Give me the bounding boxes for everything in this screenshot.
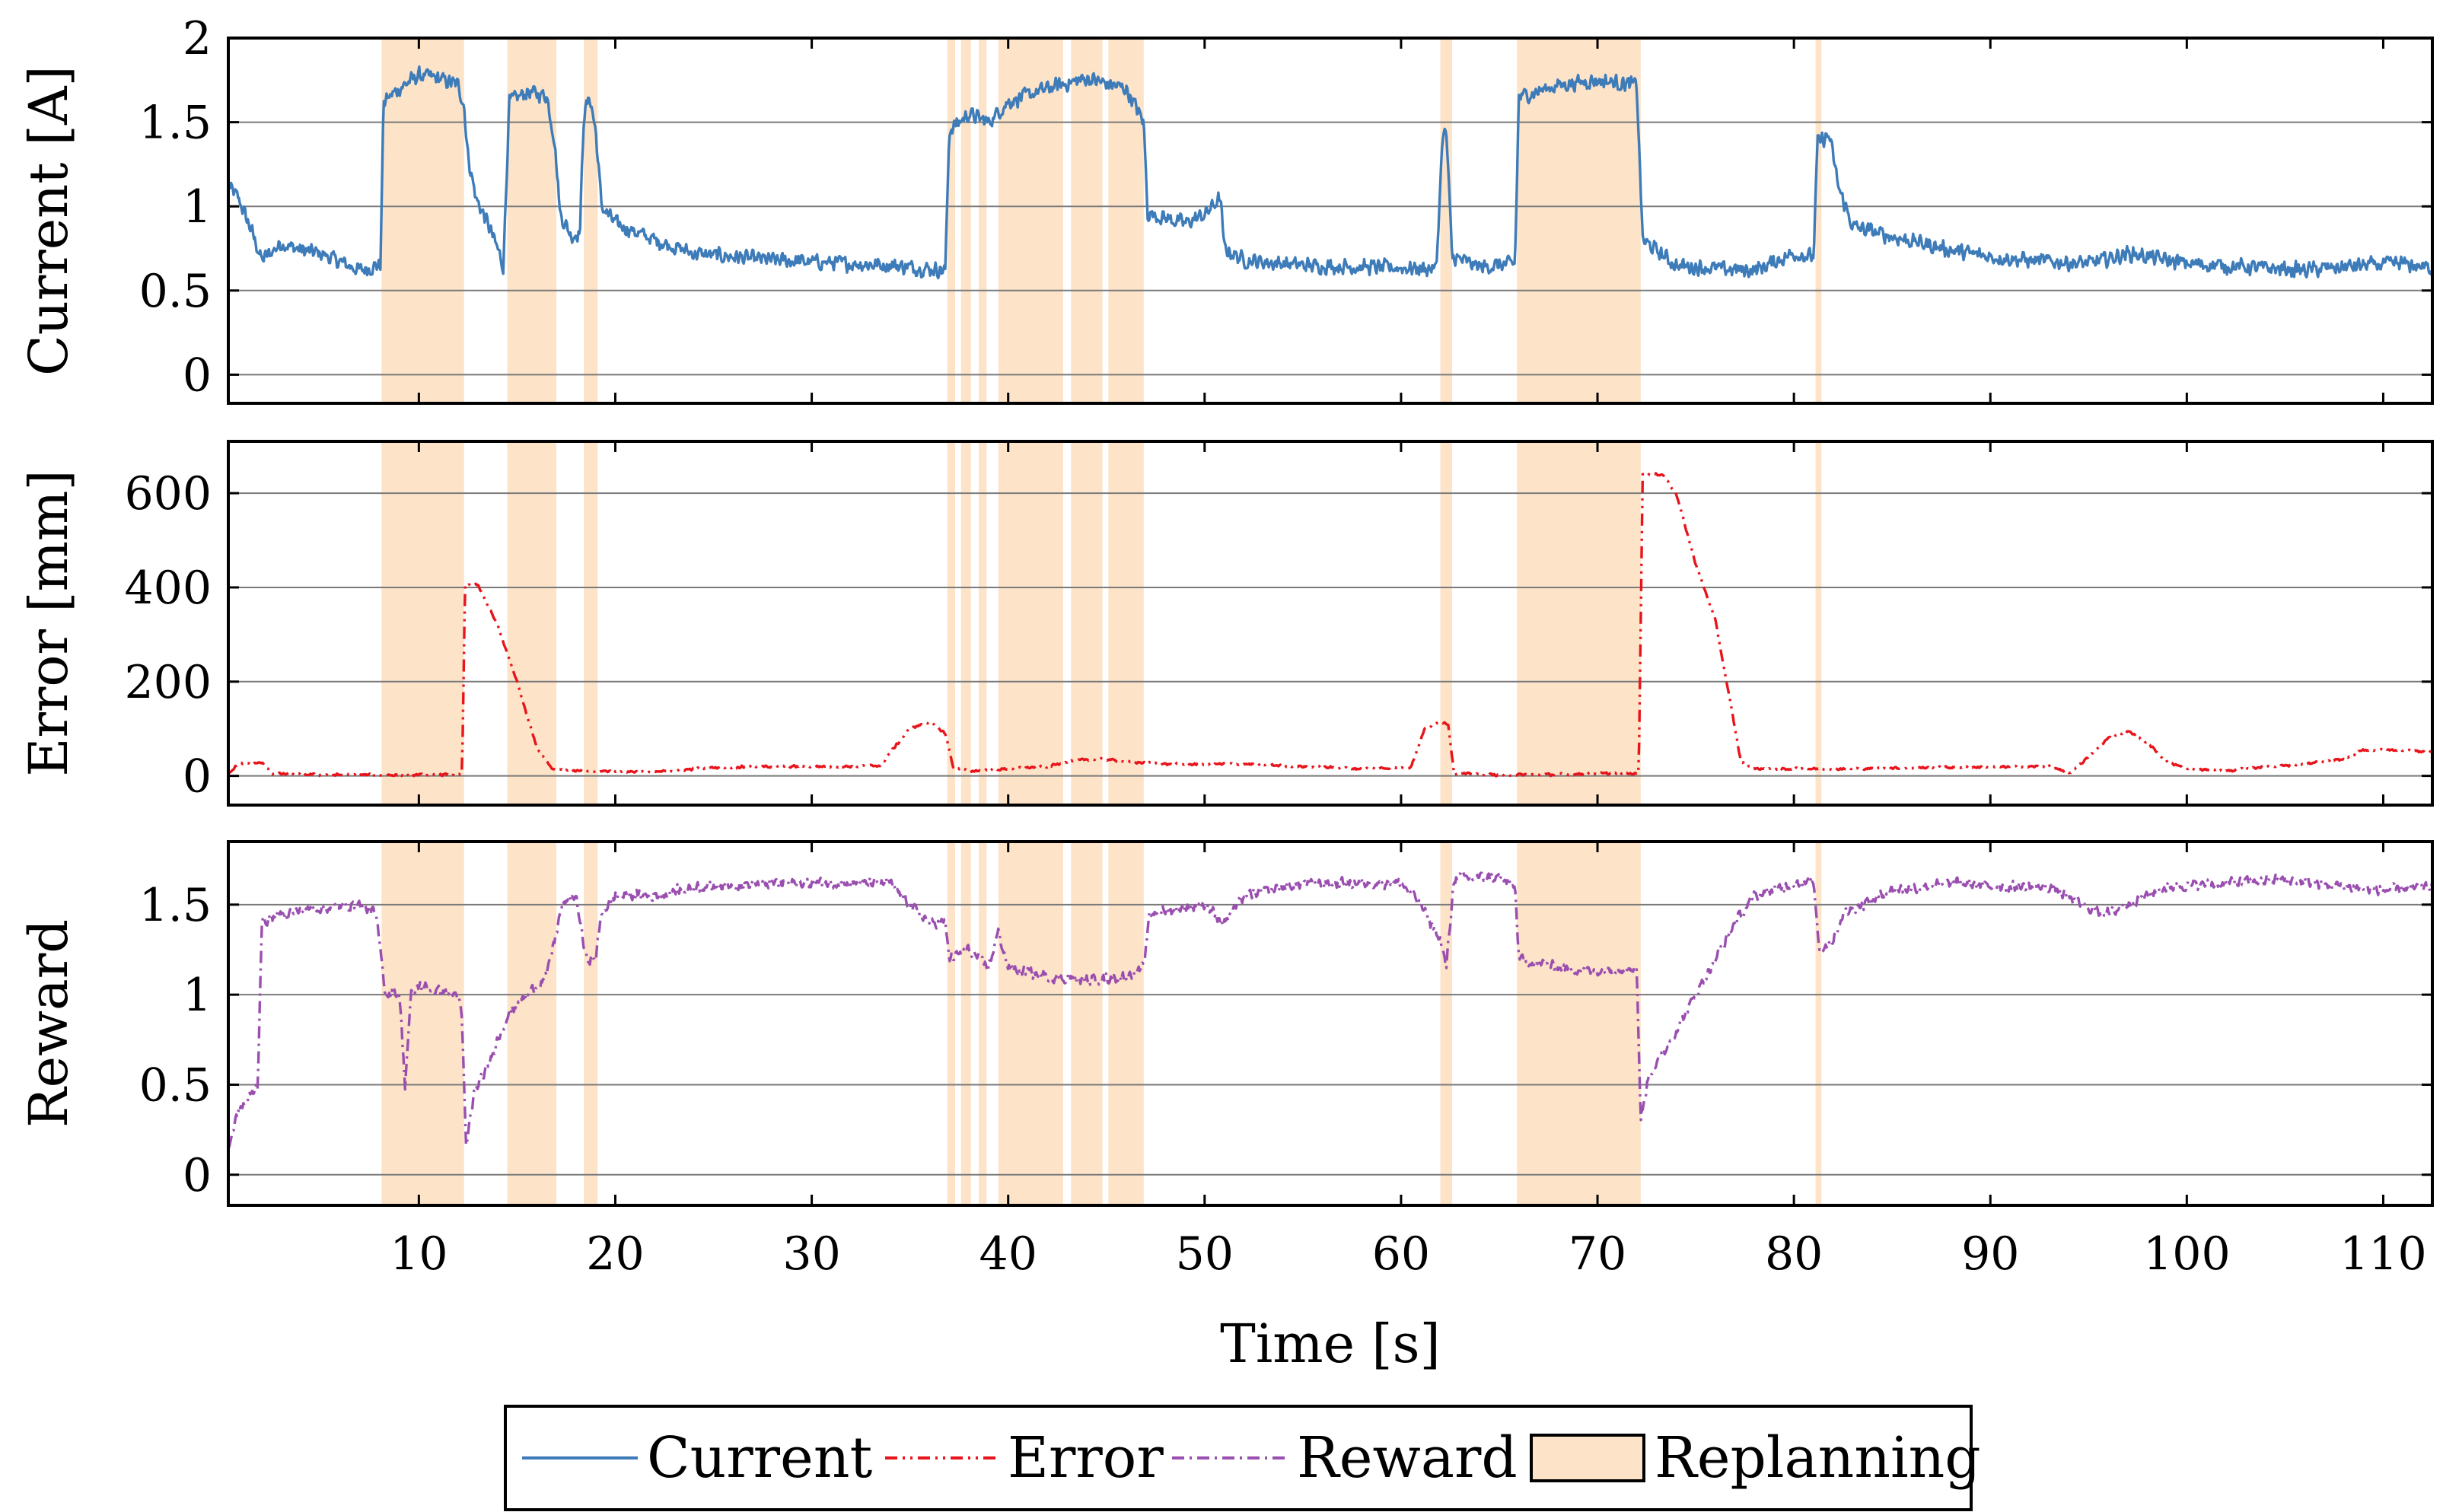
replanning-band xyxy=(584,441,598,805)
y-tick-label: 2 xyxy=(183,12,212,65)
legend-label: Replanning xyxy=(1655,1425,1981,1491)
y-tick-label: 1.5 xyxy=(139,97,212,150)
replanning-band xyxy=(1071,441,1103,805)
replanning-band xyxy=(947,38,956,403)
legend-label: Current xyxy=(647,1425,872,1491)
replanning-band xyxy=(584,842,598,1205)
legend-item-reward: Reward xyxy=(1172,1425,1518,1491)
panel-error: 0 200 400 600 Error [mm] xyxy=(18,440,2434,807)
x-tick-label: 90 xyxy=(1961,1227,2019,1281)
series-reward-line xyxy=(228,871,2434,1149)
replanning-band xyxy=(381,38,464,403)
legend-box xyxy=(504,1405,1973,1511)
x-tick-label: 110 xyxy=(2339,1227,2427,1281)
legend: Current Error Reward Replanning xyxy=(504,1405,1981,1511)
replanning-band xyxy=(960,842,971,1205)
x-tick-label: 70 xyxy=(1569,1227,1626,1281)
y-axis-title: Error [mm] xyxy=(18,470,80,776)
replanning-band xyxy=(1108,842,1144,1205)
panel-current: 0 0.5 1 1.5 2 Current [A] xyxy=(18,12,2434,405)
series-error-line xyxy=(228,472,2434,778)
replanning-band xyxy=(1440,842,1453,1205)
panel-reward: 0 0.5 1 1.5 Reward xyxy=(18,840,2434,1207)
axes-frame xyxy=(227,440,2434,807)
y-axis-title: Reward xyxy=(18,919,80,1128)
replanning-band xyxy=(381,441,464,805)
series-current-line xyxy=(227,65,2434,280)
replanning-band xyxy=(1815,441,1822,805)
axes-frame xyxy=(227,37,2434,405)
legend-item-current: Current xyxy=(522,1425,872,1491)
replanning-band xyxy=(1108,38,1144,403)
replanning-band xyxy=(947,842,956,1205)
replanning-band xyxy=(1517,38,1641,403)
replanning-band xyxy=(998,842,1063,1205)
replanning-band xyxy=(978,842,987,1205)
y-axis-title: Current [A] xyxy=(18,65,80,376)
replanning-band xyxy=(1108,441,1144,805)
replanning-band xyxy=(960,38,971,403)
x-tick-label: 40 xyxy=(979,1227,1037,1281)
legend-label: Error xyxy=(1008,1425,1164,1491)
y-tick-label: 0 xyxy=(183,1149,212,1202)
legend-item-replanning: Replanning xyxy=(1530,1425,1981,1491)
replanning-band xyxy=(978,441,987,805)
replanning-band xyxy=(1815,842,1822,1205)
replanning-band xyxy=(960,441,971,805)
x-tick-label: 20 xyxy=(586,1227,644,1281)
x-tick-label: 100 xyxy=(2143,1227,2231,1281)
y-tick-label: 1.5 xyxy=(139,879,212,932)
legend-label: Reward xyxy=(1297,1425,1518,1491)
replanning-band xyxy=(507,842,557,1205)
replanning-band xyxy=(584,38,598,403)
x-tick-label: 10 xyxy=(390,1227,448,1281)
y-tick-label: 0 xyxy=(183,349,212,402)
x-axis-title: Time [s] xyxy=(1220,1313,1441,1375)
axes-frame xyxy=(227,840,2434,1207)
replanning-band xyxy=(978,38,987,403)
legend-item-error: Error xyxy=(885,1425,1164,1491)
x-tick-label: 80 xyxy=(1765,1227,1823,1281)
replanning-band xyxy=(1071,38,1103,403)
replanning-band xyxy=(1815,38,1822,403)
replanning-band xyxy=(1517,842,1641,1205)
replanning-band xyxy=(947,441,956,805)
x-tick-label: 50 xyxy=(1176,1227,1234,1281)
replanning-band xyxy=(1071,842,1103,1205)
y-tick-label: 1 xyxy=(183,969,212,1022)
replanning-band xyxy=(507,441,557,805)
replanning-band xyxy=(1440,441,1453,805)
y-tick-label: 1 xyxy=(183,180,212,234)
x-axis: 10 20 30 40 50 60 70 80 90 100 110 Time [s] xyxy=(390,1227,2427,1375)
y-tick-label: 0 xyxy=(183,750,212,804)
replanning-band xyxy=(381,842,464,1205)
x-tick-label: 60 xyxy=(1372,1227,1430,1281)
x-tick-label: 30 xyxy=(782,1227,840,1281)
replanning-band xyxy=(998,441,1063,805)
replanning-band xyxy=(1517,441,1641,805)
y-tick-label: 600 xyxy=(124,467,212,520)
y-tick-label: 0.5 xyxy=(139,265,212,318)
y-tick-label: 200 xyxy=(124,656,212,709)
y-tick-label: 0.5 xyxy=(139,1058,212,1112)
legend-swatch xyxy=(1530,1434,1645,1482)
y-tick-label: 400 xyxy=(124,562,212,615)
